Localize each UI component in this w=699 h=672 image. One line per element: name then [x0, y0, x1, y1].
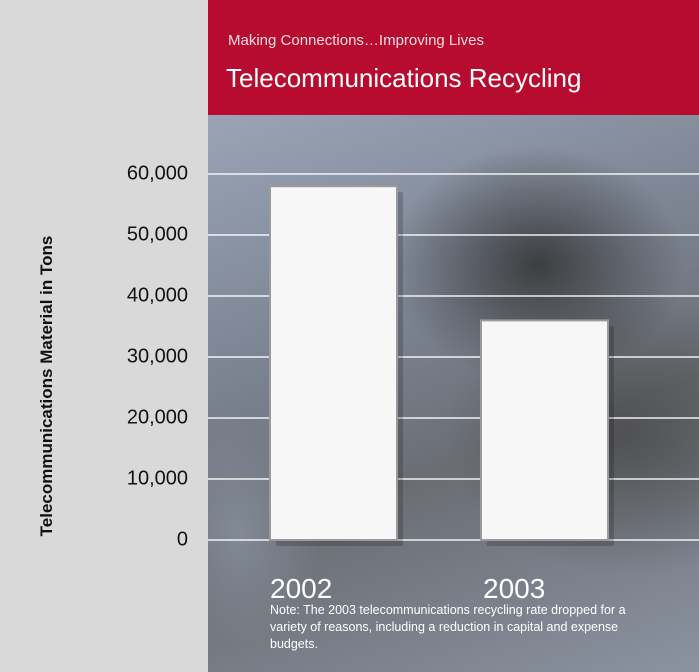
- background-photo: 2002 2003: [208, 115, 699, 672]
- header-subtitle: Making Connections…Improving Lives: [228, 32, 484, 49]
- header-title: Telecommunications Recycling: [226, 63, 582, 93]
- y-tick-label: 30,000: [126, 345, 188, 368]
- y-tick-label: 10,000: [126, 467, 188, 490]
- bar-2002: [269, 185, 398, 541]
- left-panel: [0, 0, 208, 672]
- y-tick-label: 0: [176, 528, 188, 551]
- x-tick-label: 2002: [270, 573, 332, 604]
- y-axis-label: Telecommunications Material in Tons: [37, 235, 56, 537]
- header-banner: Making Connections…Improving Lives Telec…: [208, 0, 699, 115]
- y-tick-label: 50,000: [126, 223, 188, 246]
- y-tick-label: 60,000: [126, 162, 188, 185]
- chart-note: Note: The 2003 telecommunications recycl…: [270, 603, 626, 651]
- y-tick-label: 20,000: [126, 406, 188, 429]
- y-tick-label: 40,000: [126, 284, 188, 307]
- chart-plot-area: 2002 2003: [208, 173, 699, 604]
- bar-2003: [480, 319, 609, 541]
- x-tick-label: 2003: [483, 573, 545, 604]
